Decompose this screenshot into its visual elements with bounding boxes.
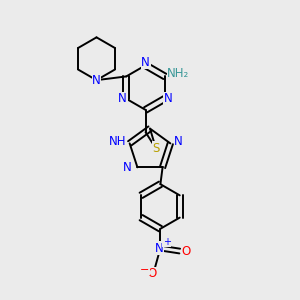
- Text: N: N: [154, 242, 163, 255]
- Text: O: O: [148, 267, 157, 280]
- Text: N: N: [123, 161, 131, 174]
- Text: N: N: [174, 135, 183, 148]
- Text: O: O: [182, 244, 191, 258]
- Text: NH: NH: [108, 134, 126, 148]
- Text: S: S: [152, 142, 160, 155]
- Text: N: N: [141, 56, 150, 69]
- Text: −: −: [140, 265, 149, 275]
- Text: N: N: [118, 92, 127, 105]
- Text: NH₂: NH₂: [167, 67, 189, 80]
- Text: +: +: [163, 236, 171, 247]
- Text: N: N: [164, 92, 173, 105]
- Text: N: N: [92, 74, 101, 87]
